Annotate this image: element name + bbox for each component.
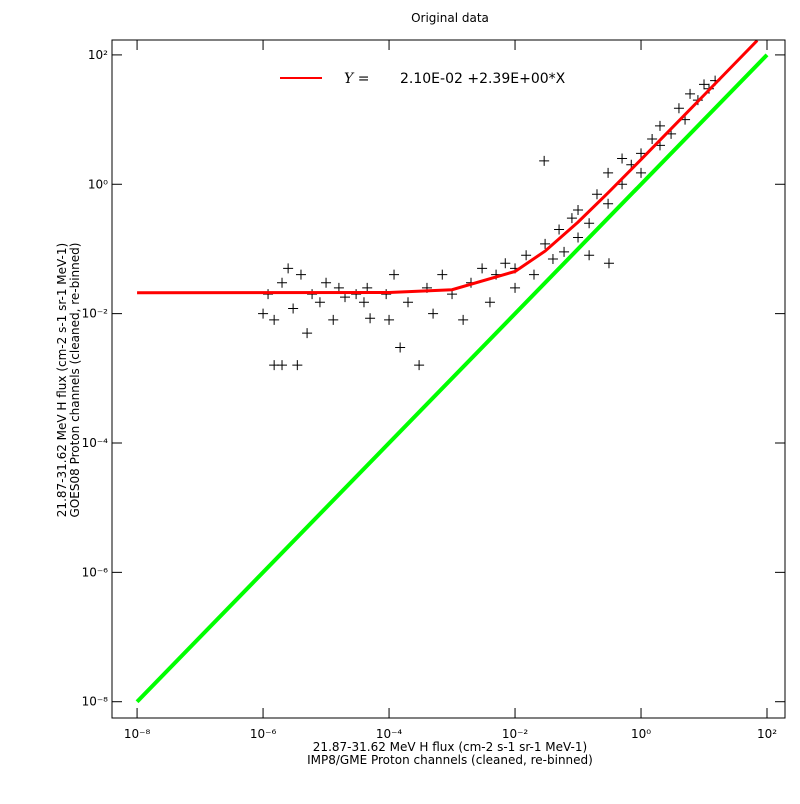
scatter-point (437, 269, 448, 280)
scatter-point (395, 342, 406, 353)
scatter-point (458, 314, 469, 325)
scatter-point (617, 153, 628, 164)
scatter-point (351, 289, 362, 300)
scatter-point (699, 79, 710, 90)
x-tick-label: 10⁻² (502, 727, 529, 741)
scatter-point (573, 232, 584, 243)
plot-frame (111, 39, 786, 719)
scatter-point (559, 246, 570, 257)
scatter-point (381, 289, 392, 300)
scatter-point (510, 282, 521, 293)
x-axis-label: IMP8/GME Proton channels (cleaned, re-bi… (307, 753, 593, 767)
scatter-point (603, 258, 614, 269)
scatter-point (591, 189, 602, 200)
scatter-point (539, 155, 550, 166)
scatter-point (292, 360, 303, 371)
y-axis-label: 21.87-31.62 MeV H flux (cm-2 s-1 sr-1 Me… (55, 243, 69, 517)
scatter-point (584, 218, 595, 229)
x-axis-label: 21.87-31.62 MeV H flux (cm-2 s-1 sr-1 Me… (313, 740, 587, 754)
x-tick-label: 10⁻⁴ (376, 727, 403, 741)
x-tick-label: 10⁻⁶ (250, 727, 277, 741)
scatter-point (384, 314, 395, 325)
scatter-point (484, 297, 495, 308)
scatter-point (389, 269, 400, 280)
y-tick-label: 10² (88, 48, 108, 62)
scatter-point (403, 297, 414, 308)
scatter-point (263, 289, 274, 300)
scatter-point (258, 308, 269, 319)
identity-line (135, 53, 769, 704)
scatter-point (584, 250, 595, 261)
y-tick-label: 10⁻⁸ (82, 695, 109, 709)
scatter-point (636, 167, 647, 178)
legend-symbol: Y = (344, 71, 369, 87)
scatter-point (547, 253, 558, 264)
scatter-point (528, 269, 539, 280)
scatter-point (673, 103, 684, 114)
y-tick-label: 10⁻⁴ (82, 436, 109, 450)
scatter-point (603, 198, 614, 209)
scatter-point (685, 88, 696, 99)
scatter-point (617, 179, 628, 190)
scatter-point (500, 258, 511, 269)
scatter-point (603, 167, 614, 178)
scatter-point (365, 313, 376, 324)
scatter-point (540, 238, 551, 249)
scatter-point (302, 328, 313, 339)
y-tick-label: 10⁻⁶ (82, 565, 109, 579)
scatter-point (307, 289, 318, 300)
scatter-point (414, 360, 425, 371)
fit-line (137, 40, 759, 295)
scatter-point (358, 297, 369, 308)
scatter-point (283, 263, 294, 274)
scatter-point (269, 314, 280, 325)
scatter-point (573, 205, 584, 216)
legend-equation: 2.10E-02 +2.39E+00*X (400, 71, 566, 87)
y-tick-label: 10⁰ (88, 177, 108, 191)
y-axis-label: GOES08 Proton channels (cleaned, re-binn… (68, 243, 82, 518)
scatter-point (654, 120, 665, 131)
scatter-point (277, 360, 288, 371)
scatter-point (647, 134, 658, 145)
scatter-point (288, 303, 299, 314)
x-tick-label: 10⁻⁸ (124, 727, 151, 741)
chart-title: Original data (411, 11, 489, 25)
scatter-point (428, 308, 439, 319)
scatter-point (636, 148, 647, 159)
x-tick-label: 10⁰ (631, 727, 651, 741)
y-tick-label: 10⁻² (82, 307, 109, 321)
scatter-point (295, 269, 306, 280)
scatter-point (314, 297, 325, 308)
scatter-point (321, 277, 332, 288)
scatter-point (277, 277, 288, 288)
x-tick-label: 10² (757, 727, 777, 741)
scatter-point (554, 224, 565, 235)
scatter-point (328, 314, 339, 325)
scatter-point (566, 213, 577, 224)
scatter-point (477, 263, 488, 274)
scatter-point (521, 250, 532, 261)
